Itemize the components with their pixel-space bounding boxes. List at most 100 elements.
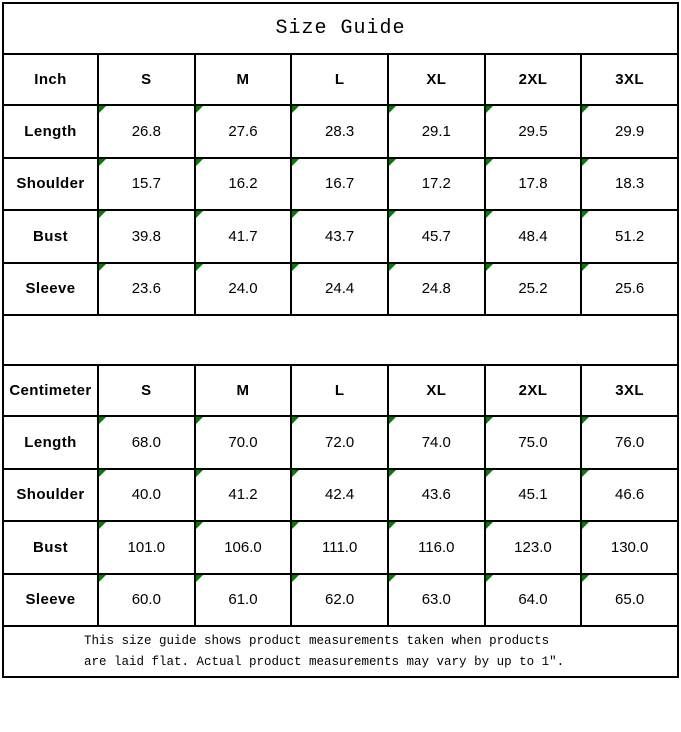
cell-corner-flag-icon xyxy=(99,159,106,166)
measurement-value-cell: 18.3 xyxy=(580,156,679,211)
cell-corner-flag-icon xyxy=(389,106,396,113)
measurement-value: 42.4 xyxy=(325,486,355,504)
measurement-value-cell: 65.0 xyxy=(580,572,679,627)
measurement-value: 46.6 xyxy=(615,486,645,504)
measurement-value-cell: 74.0 xyxy=(386,415,486,470)
size-column-header: 3XL xyxy=(580,53,679,106)
measurement-value-cell: 61.0 xyxy=(193,572,293,627)
cm-sleeve-row: Sleeve 60.0 61.0 62.0 63.0 64.0 65.0 xyxy=(2,572,679,627)
cell-corner-flag-icon xyxy=(293,106,300,113)
measurement-value-cell: 23.6 xyxy=(97,261,196,316)
measurement-value-cell: 64.0 xyxy=(483,572,583,627)
inch-length-row: Length 26.8 27.6 28.3 29.1 29.5 29.9 xyxy=(2,104,679,159)
cell-corner-flag-icon xyxy=(293,211,300,218)
measurement-value: 45.7 xyxy=(421,227,451,245)
measurement-value: 74.0 xyxy=(421,433,451,451)
size-column-header: 2XL xyxy=(483,53,583,106)
measurement-value-cell: 39.8 xyxy=(97,209,196,264)
size-column-header: S xyxy=(97,364,196,417)
measurement-value-cell: 106.0 xyxy=(193,520,293,575)
measurement-value: 29.9 xyxy=(615,122,645,140)
measurement-value-cell: 48.4 xyxy=(483,209,583,264)
measurement-value-cell: 24.4 xyxy=(290,261,389,316)
measurement-value: 123.0 xyxy=(514,538,552,556)
measurement-value: 106.0 xyxy=(224,538,262,556)
cell-corner-flag-icon xyxy=(99,470,106,477)
spacer-row xyxy=(2,314,679,366)
measurement-value: 63.0 xyxy=(421,591,451,609)
measurement-value: 40.0 xyxy=(131,486,161,504)
cm-shoulder-row: Shoulder 40.0 41.2 42.4 43.6 45.1 46.6 xyxy=(2,467,679,522)
cell-corner-flag-icon xyxy=(99,264,106,271)
measurement-value-cell: 40.0 xyxy=(97,467,196,522)
measurement-value-cell: 45.7 xyxy=(386,209,486,264)
measurement-value: 23.6 xyxy=(131,280,161,298)
measurement-value: 72.0 xyxy=(325,433,355,451)
page-title: Size Guide xyxy=(2,2,679,55)
measurement-label: Bust xyxy=(2,520,99,575)
measurement-value-cell: 28.3 xyxy=(290,104,389,159)
measurement-value: 64.0 xyxy=(518,591,548,609)
measurement-value-cell: 62.0 xyxy=(290,572,389,627)
measurement-value: 25.2 xyxy=(518,280,548,298)
cell-corner-flag-icon xyxy=(99,417,106,424)
measurement-value-cell: 60.0 xyxy=(97,572,196,627)
size-guide-table: Size Guide Inch S M L XL 2XL 3XL Length … xyxy=(2,2,679,678)
title-row: Size Guide xyxy=(2,2,679,55)
unit-label-inch: Inch xyxy=(2,53,99,106)
measurement-value: 16.7 xyxy=(325,175,355,193)
cell-corner-flag-icon xyxy=(293,575,300,582)
cell-corner-flag-icon xyxy=(486,575,493,582)
size-column-header: XL xyxy=(386,53,486,106)
cell-corner-flag-icon xyxy=(196,575,203,582)
measurement-label: Sleeve xyxy=(2,572,99,627)
measurement-value-cell: 25.6 xyxy=(580,261,679,316)
measurement-value-cell: 45.1 xyxy=(483,467,583,522)
measurement-value: 68.0 xyxy=(131,433,161,451)
measurement-value: 111.0 xyxy=(321,538,358,556)
cell-corner-flag-icon xyxy=(293,159,300,166)
measurement-value-cell: 24.8 xyxy=(386,261,486,316)
cell-corner-flag-icon xyxy=(583,159,590,166)
measurement-value: 39.8 xyxy=(131,227,161,245)
measurement-value-cell: 42.4 xyxy=(290,467,389,522)
measurement-value: 70.0 xyxy=(228,433,258,451)
cell-corner-flag-icon xyxy=(583,522,590,529)
cell-corner-flag-icon xyxy=(486,470,493,477)
measurement-value: 41.2 xyxy=(228,486,258,504)
inch-header-row: Inch S M L XL 2XL 3XL xyxy=(2,53,679,106)
measurement-value: 28.3 xyxy=(325,122,355,140)
footer-note-line2: are laid flat. Actual product measuremen… xyxy=(84,654,565,669)
measurement-value-cell: 51.2 xyxy=(580,209,679,264)
measurement-value-cell: 75.0 xyxy=(483,415,583,470)
cell-corner-flag-icon xyxy=(486,264,493,271)
measurement-value: 45.1 xyxy=(518,486,548,504)
measurement-value-cell: 25.2 xyxy=(483,261,583,316)
measurement-label: Shoulder xyxy=(2,156,99,211)
footer-note: This size guide shows product measuremen… xyxy=(2,625,679,678)
measurement-value-cell: 76.0 xyxy=(580,415,679,470)
cell-corner-flag-icon xyxy=(389,417,396,424)
cell-corner-flag-icon xyxy=(196,106,203,113)
measurement-value-cell: 46.6 xyxy=(580,467,679,522)
measurement-value: 17.2 xyxy=(421,175,451,193)
measurement-value: 65.0 xyxy=(615,591,645,609)
measurement-value-cell: 111.0 xyxy=(290,520,389,575)
measurement-value-cell: 17.8 xyxy=(483,156,583,211)
measurement-value: 43.7 xyxy=(325,227,355,245)
cell-corner-flag-icon xyxy=(583,470,590,477)
measurement-value-cell: 70.0 xyxy=(193,415,293,470)
size-column-header: M xyxy=(193,364,293,417)
measurement-value: 51.2 xyxy=(615,227,645,245)
measurement-value: 24.4 xyxy=(325,280,355,298)
measurement-value: 60.0 xyxy=(131,591,161,609)
centimeter-header-row: Centimeter S M L XL 2XL 3XL xyxy=(2,364,679,417)
size-column-header: 3XL xyxy=(580,364,679,417)
measurement-value: 26.8 xyxy=(131,122,161,140)
measurement-value: 116.0 xyxy=(418,538,455,556)
cell-corner-flag-icon xyxy=(389,211,396,218)
cell-corner-flag-icon xyxy=(293,417,300,424)
cm-length-row: Length 68.0 70.0 72.0 74.0 75.0 76.0 xyxy=(2,415,679,470)
measurement-label: Sleeve xyxy=(2,261,99,316)
measurement-value-cell: 29.9 xyxy=(580,104,679,159)
